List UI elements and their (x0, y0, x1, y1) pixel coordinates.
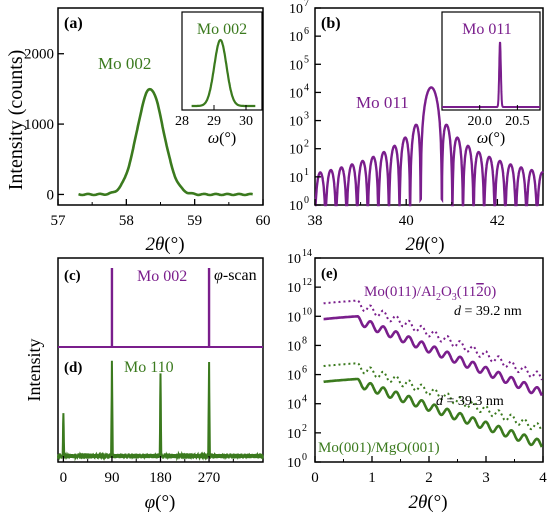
panel-a-inset-xtick-label: 29 (207, 114, 221, 129)
panel-e-ytick-exponent: 12 (302, 277, 312, 288)
panel-b-inset-xlabel: ω(°) (477, 130, 505, 147)
panel-e-series-dotted (323, 299, 543, 381)
panel-e-ytick-exponent: 14 (302, 248, 312, 259)
panel-b-ytick-label: 10 (289, 199, 303, 214)
panel-b-ytick-exponent: 5 (304, 54, 309, 65)
panel-e-xlabel: 2θ(°) (408, 492, 447, 513)
panel-e-xtick-label: 1 (368, 470, 376, 486)
panel-d-xtick-label: 270 (198, 470, 221, 486)
panel-b-inset-xtick-label: 20.5 (505, 114, 530, 129)
panel-c-label: (c) (64, 268, 81, 284)
panel-a-curve (78, 87, 253, 197)
panel-b-inset-xtick-label: 20.0 (467, 114, 492, 129)
panel-b-ytick-exponent: 7 (304, 0, 309, 9)
panel-b-frame (314, 7, 544, 206)
panel-e-ytick-label: 10 (287, 369, 301, 384)
panel-a-xtick-label: 60 (256, 213, 271, 229)
panel-e-xtick-label: 4 (539, 470, 547, 486)
ylabel-top: Intensity (counts) (5, 50, 27, 191)
panel-e-label: (e) (321, 266, 338, 282)
scan-suffix: -scan (223, 267, 257, 284)
panel-b-ytick-label: 10 (289, 86, 303, 101)
panel-e-ytick-exponent: 10 (302, 306, 312, 317)
panel-d-xtick-label: 180 (149, 470, 172, 486)
panel-e-ytick-exponent: 8 (302, 335, 307, 346)
panel-b-ytick-exponent: 4 (304, 82, 309, 93)
panel-cd: 0 90 180 270 (c) Mo 002 φ-scan (d) Mo 110 φ… (57, 257, 264, 513)
panel-b-ytick-exponent: 6 (304, 26, 309, 37)
panel-b-inset-curve (442, 41, 540, 108)
panel-e-ytick-exponent: 6 (302, 365, 307, 376)
panel-e-ytick-exponent: 4 (302, 394, 307, 405)
panel-a-label: (a) (64, 15, 83, 32)
panel-c-scan-label: φ-scan (214, 267, 257, 284)
panel-e-ytick-label: 10 (287, 456, 301, 471)
panel-b-ytick-label: 10 (289, 143, 303, 158)
panel-b-curve (314, 86, 544, 207)
panel-d-xlabel: φ(°) (145, 492, 176, 513)
panel-b-xtick-label: 38 (308, 213, 323, 229)
panel-e-series-curve (323, 315, 544, 397)
panel-b-ytick-exponent: 1 (304, 167, 309, 178)
panel-b-ytick-label: 10 (289, 115, 303, 130)
panel-a-inset-curve (191, 38, 256, 108)
panel-d-xtick-label: 0 (60, 470, 68, 486)
panel-e-series2-thickness: d = 39.3 nm (436, 394, 504, 409)
panel-e-series-curve (323, 377, 544, 448)
panel-b-ytick-label: 10 (289, 171, 303, 186)
panel-e-ytick-label: 10 (287, 427, 301, 442)
phi-symbol: φ (214, 267, 223, 284)
panel-a-inset-xtick-label: 28 (175, 114, 189, 129)
panel-a: 57 58 59 60 0 1000 2000 (a) Mo 002 2θ(°) 28 29 3… (24, 7, 271, 255)
panel-a-xtick-label: 57 (51, 213, 67, 229)
panel-a-inset-xtick-label: 30 (239, 114, 253, 129)
panel-a-inset-frame (181, 11, 263, 111)
panel-b-ytick-exponent: 3 (304, 111, 309, 122)
panel-e-xtick-label: 0 (311, 470, 319, 486)
panel-e-series1-label: Mo(011)/Al2O3(1120) (364, 284, 496, 303)
panel-a-ytick-label: 2000 (24, 47, 54, 63)
panel-b-ytick-exponent: 2 (304, 139, 309, 150)
panel-e-series-dotted (323, 362, 543, 432)
panel-e-ytick-exponent: 0 (302, 452, 307, 463)
panel-e-ytick-exponent: 2 (302, 423, 307, 434)
panel-b-label: (b) (321, 15, 341, 32)
panel-e-ytick-label: 10 (287, 252, 301, 267)
panel-d-annotation: Mo 110 (124, 359, 174, 376)
panel-a-xtick-label: 58 (119, 213, 134, 229)
panel-d-label: (d) (64, 360, 82, 376)
ylabel-bottom: Intensity (24, 339, 44, 402)
panel-e-ytick-label: 10 (287, 310, 301, 325)
panel-b-ytick-label: 10 (289, 2, 303, 17)
panel-b-xtick-label: 42 (490, 213, 505, 229)
panel-a-inset-annotation: Mo 002 (197, 21, 247, 38)
panel-e-series1-thickness: d = 39.2 nm (454, 304, 522, 319)
panel-b-ytick-exponent: 0 (304, 195, 309, 206)
panel-e-xtick-label: 3 (482, 470, 490, 486)
panel-a-inset-xlabel: ω(°) (208, 130, 236, 147)
panel-e-ytick-label: 10 (287, 281, 301, 296)
panel-e-ytick-label: 10 (287, 398, 301, 413)
panel-b-ytick-label: 10 (289, 30, 303, 45)
panel-e-xtick-label: 2 (425, 470, 433, 486)
panel-e-series2-label: Mo(001)/MgO(001) (318, 440, 440, 456)
panel-c-annotation: Mo 002 (137, 268, 187, 285)
panel-b-inset-annotation: Mo 011 (462, 21, 512, 38)
panel-b-inset-frame (441, 11, 541, 111)
panel-a-annotation: Mo 002 (98, 54, 151, 73)
panel-d-xtick-label: 90 (104, 470, 119, 486)
panel-a-xtick-label: 59 (187, 213, 202, 229)
panel-b-annotation: Mo 011 (356, 93, 409, 112)
panel-e-ytick-label: 10 (287, 339, 301, 354)
panel-a-ytick-label: 1000 (24, 117, 54, 133)
panel-a-xlabel: 2θ(°) (145, 234, 184, 255)
panel-b-xlabel: 2θ(°) (405, 234, 444, 255)
panel-b-xtick-label: 40 (399, 213, 414, 229)
panel-b-ytick-label: 10 (289, 58, 303, 73)
panel-d-curve (57, 360, 264, 462)
panel-a-ytick-label: 0 (47, 187, 55, 203)
